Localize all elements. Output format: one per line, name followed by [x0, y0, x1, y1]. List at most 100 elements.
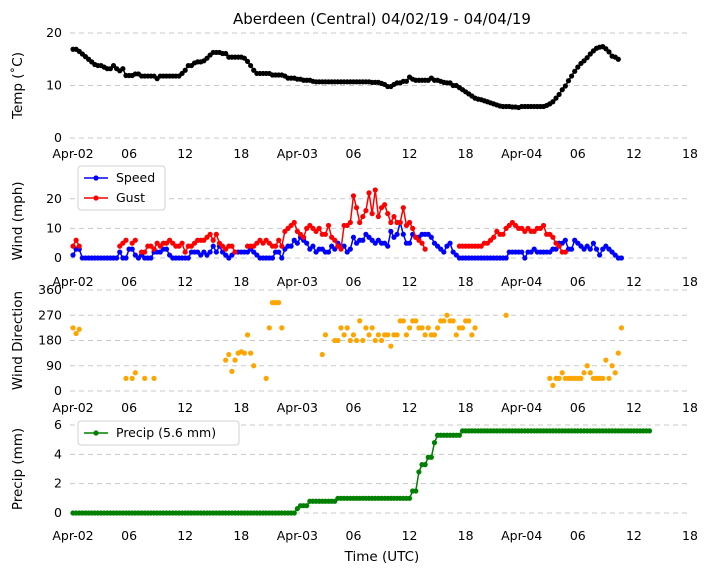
x-tick-label: Apr-02 [52, 274, 93, 289]
data-point [338, 325, 344, 331]
data-point [441, 318, 447, 324]
data-point [347, 337, 353, 344]
x-tick-label: 12 [626, 274, 642, 289]
data-point [434, 325, 441, 331]
data-point [597, 252, 603, 258]
data-point [491, 234, 497, 240]
data-point [406, 219, 413, 226]
data-point [388, 228, 394, 234]
data-point [375, 332, 381, 338]
data-point [213, 249, 219, 255]
data-point [251, 363, 257, 369]
data-point [279, 325, 285, 331]
x-tick-label: 06 [121, 528, 137, 543]
data-point [70, 252, 76, 258]
x-tick-label: 18 [682, 528, 698, 543]
data-point [163, 246, 170, 252]
legend: Speed Gust [77, 165, 166, 211]
x-tick-label: 18 [458, 528, 474, 543]
x-tick-label: 06 [121, 400, 137, 415]
data-point [332, 237, 338, 243]
data-point [397, 219, 403, 226]
legend-box [77, 420, 240, 446]
x-tick-label: Apr-04 [501, 528, 542, 543]
data-point [466, 318, 472, 324]
data-point [559, 370, 565, 376]
data-point [568, 73, 575, 79]
x-tick-label: 06 [121, 274, 137, 289]
data-point [350, 332, 357, 338]
y-tick-label: 10 [46, 220, 62, 235]
y-tick-label: 10 [46, 78, 62, 93]
data-point [132, 237, 138, 243]
data-point [341, 332, 347, 338]
data-point [229, 243, 235, 249]
series-direction [70, 300, 625, 388]
data-point [503, 255, 509, 261]
x-tick-label: 18 [458, 274, 474, 289]
data-point [276, 237, 282, 243]
y-tick-label: 0 [54, 250, 62, 265]
y-tick-label: 270 [38, 307, 62, 322]
data-point [123, 255, 129, 261]
y-tick-label: 0 [54, 505, 62, 520]
panel-temp: 0 10 20 Temp (˚C) Apr-02 06 12 18 Apr-03 06 12 18 Ap… [9, 25, 698, 161]
x-tick-label: Apr-04 [501, 146, 542, 161]
data-point [403, 78, 410, 84]
data-point [272, 243, 279, 249]
data-point [606, 49, 612, 55]
data-point [372, 337, 378, 344]
x-tick-label: 12 [626, 146, 642, 161]
data-point [568, 246, 575, 252]
x-tick-label: Apr-03 [277, 274, 318, 289]
data-point [600, 375, 606, 381]
data-point [232, 357, 238, 363]
data-point [388, 219, 394, 226]
x-tick-label: 12 [177, 400, 193, 415]
data-point [581, 370, 587, 376]
data-point [151, 246, 157, 252]
data-point [357, 318, 363, 324]
data-point [232, 249, 238, 255]
panel-direction: 0 90 180 270 360 Wind Direction Apr-02 06 12 18 Ap… [10, 282, 698, 415]
data-point [120, 66, 126, 72]
x-tick-label: 12 [626, 400, 642, 415]
data-point [223, 50, 229, 57]
series-precip-5-6-mm- [70, 428, 653, 516]
data-point [344, 325, 350, 331]
data-point [378, 337, 385, 344]
data-point [565, 78, 572, 84]
data-point [129, 375, 135, 381]
data-point [422, 462, 428, 468]
data-point [550, 234, 556, 240]
data-point [428, 234, 434, 240]
y-tick-label: 4 [54, 446, 62, 461]
legend-label: Precip (5.6 mm) [116, 425, 216, 440]
data-point [353, 205, 360, 211]
data-point [587, 370, 593, 376]
data-point [369, 211, 375, 217]
data-point [70, 325, 76, 331]
data-point [248, 62, 254, 69]
data-point [422, 332, 428, 338]
data-point [469, 332, 475, 338]
x-tick-label: Apr-03 [277, 146, 318, 161]
y-tick-label: 180 [38, 333, 62, 348]
data-point [279, 243, 285, 249]
data-point [244, 332, 251, 338]
data-point [410, 225, 416, 231]
data-point [400, 318, 406, 324]
data-point [325, 222, 332, 229]
data-point [406, 325, 413, 331]
data-point [500, 231, 506, 237]
x-tick-label: Apr-02 [52, 146, 93, 161]
data-point [210, 237, 216, 243]
x-tick-label: 18 [458, 400, 474, 415]
data-point [425, 325, 431, 331]
data-point [73, 330, 79, 337]
data-point [400, 231, 406, 237]
legend-marker [93, 195, 99, 201]
x-axis-label: Time (UTC) [344, 549, 420, 565]
data-point [550, 99, 556, 105]
data-point [70, 243, 76, 249]
